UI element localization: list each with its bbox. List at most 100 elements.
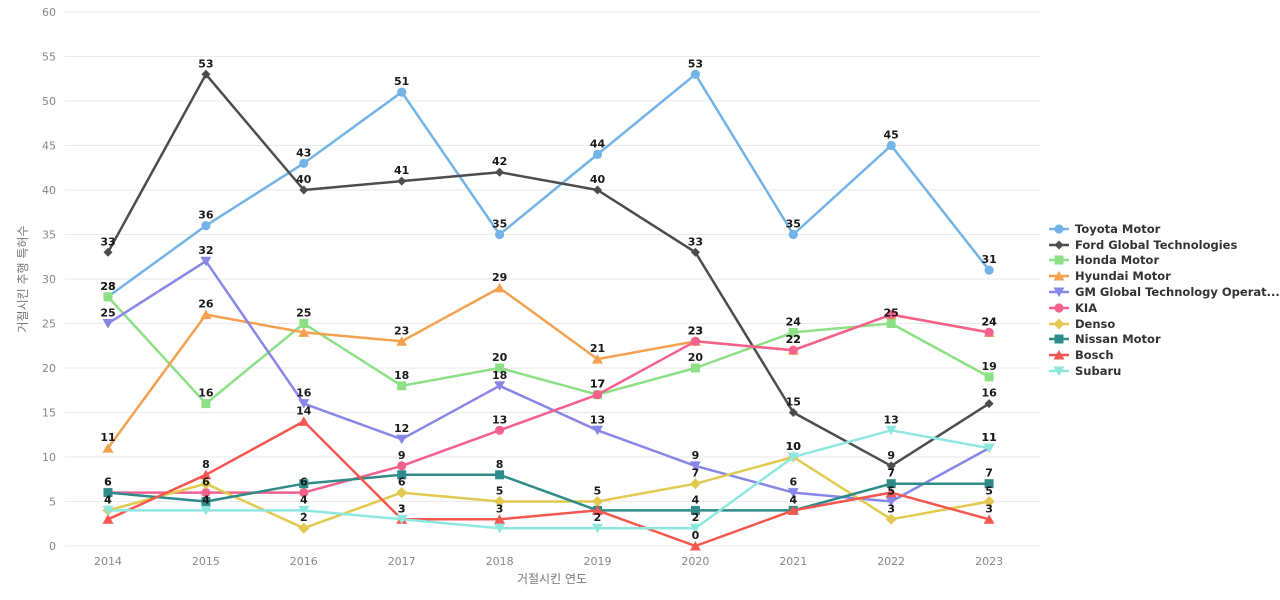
data-point-marker [592,390,603,400]
data-point-label: 11 [981,431,996,444]
data-point-marker [788,408,798,417]
data-point-marker [592,149,603,159]
x-tick-label: 2019 [584,555,612,568]
data-point-marker [200,505,212,516]
data-point-marker [299,488,309,498]
data-point-marker [200,469,212,480]
x-tick-label: 2014 [94,555,122,568]
data-point-marker [592,354,603,364]
data-point-label: 16 [198,387,214,400]
data-point-label: 25 [296,307,311,320]
y-tick-label: 5 [49,496,56,509]
data-point-label: 33 [688,235,703,248]
data-point-marker [495,425,505,435]
data-point-marker [689,541,701,551]
data-point-marker [102,319,114,329]
y-tick-label: 10 [42,451,56,464]
data-point-marker [592,496,603,507]
legend-item-kia[interactable]: KIA [1048,300,1280,316]
legend-item-gm-global-technology-operat[interactable]: GM Global Technology Operat... [1048,284,1280,300]
legend-marker-kia [1049,303,1069,313]
legend-item-honda-motor[interactable]: Honda Motor [1048,253,1280,269]
data-point-label: 28 [100,280,115,293]
data-point-marker [984,479,994,489]
y-tick-label: 0 [49,540,56,553]
data-point-marker [886,310,896,320]
data-point-label: 3 [985,502,993,515]
data-point-label: 4 [789,493,797,506]
legend-item-bosch[interactable]: Bosch [1048,347,1280,363]
data-point-marker [1054,303,1064,313]
data-point-marker [299,185,309,195]
data-point-label: 22 [786,333,801,346]
data-point-marker [298,399,310,409]
data-point-marker [494,496,506,507]
data-point-label: 28 [100,280,115,293]
x-tick-label: 2022 [877,555,905,568]
y-tick-label: 25 [42,318,56,331]
data-point-marker [103,292,113,302]
data-point-label: 20 [492,351,508,364]
legend-label: Toyota Motor [1075,221,1161,236]
data-point-marker [593,185,602,195]
legend-item-subaru[interactable]: Subaru [1048,363,1280,379]
x-tick-label: 2023 [975,555,1003,568]
data-point-marker [885,425,897,436]
data-point-marker [299,319,309,328]
legend-label: KIA [1075,300,1098,315]
data-point-marker [984,265,994,275]
legend-label: Nissan Motor [1075,332,1161,347]
legend-marker-hyundai-motor [1049,271,1069,281]
data-point-marker [495,470,505,480]
data-point-label: 53 [198,57,213,70]
data-point-marker [690,363,700,373]
data-point-label: 5 [985,485,993,498]
legend-marker-honda-motor [1049,255,1069,265]
data-point-marker [984,372,994,382]
data-point-label: 6 [104,476,112,489]
data-point-marker [200,256,212,267]
data-point-marker [495,167,505,177]
data-point-marker [983,496,995,507]
y-tick-label: 60 [42,6,56,19]
y-tick-label: 30 [42,273,56,286]
data-point-marker [983,443,995,454]
y-axis-title: 거절시킨 추행 특허수 [15,226,30,333]
legend-label: Bosch [1075,348,1114,363]
legend-item-toyota-motor[interactable]: Toyota Motor [1048,221,1280,237]
data-point-label: 26 [198,298,214,311]
data-point-label: 25 [100,307,115,320]
data-point-label: 44 [590,137,606,150]
legend-item-denso[interactable]: Denso [1048,316,1280,332]
legend-item-nissan-motor[interactable]: Nissan Motor [1048,332,1280,348]
data-point-marker [200,309,212,320]
data-point-marker [689,461,701,471]
data-point-marker [1053,366,1065,377]
data-point-label: 2 [300,511,308,524]
data-point-label: 3 [398,502,406,515]
data-point-label: 16 [296,387,312,400]
data-point-label: 6 [398,476,406,489]
data-point-marker [494,523,506,534]
data-point-marker [885,497,897,507]
data-point-marker [200,478,212,490]
data-point-marker [1054,255,1064,265]
data-point-label: 22 [786,333,801,346]
legend-label: GM Global Technology Operat... [1075,285,1280,300]
data-point-marker [396,336,408,346]
data-point-label: 24 [981,315,997,328]
legend-item-ford-global-technologies[interactable]: Ford Global Technologies [1048,237,1280,253]
data-point-label: 23 [394,324,409,337]
data-point-marker [1053,350,1065,360]
data-point-marker [102,505,114,516]
legend-item-hyundai-motor[interactable]: Hyundai Motor [1048,268,1280,284]
data-point-marker [984,327,994,337]
y-tick-label: 40 [42,184,56,197]
data-point-marker [787,488,799,498]
data-point-label: 32 [198,244,213,257]
data-point-marker [299,158,309,168]
data-point-label: 36 [198,209,214,222]
series-subaru [102,425,995,534]
legend-marker-toyota-motor [1049,224,1069,234]
